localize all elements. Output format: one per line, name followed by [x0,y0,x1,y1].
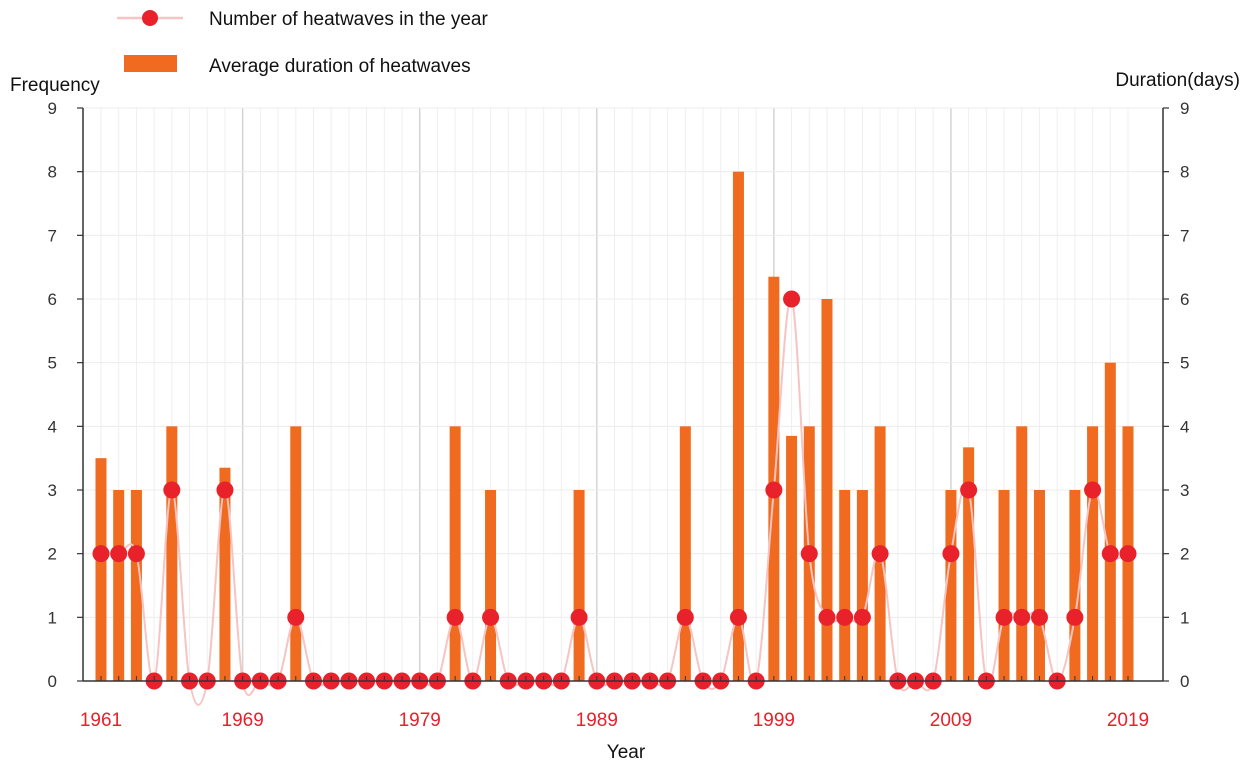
right-y-tick-label: 6 [1180,290,1189,309]
heatwave-count-point [871,545,889,563]
legend-label-average-duration: Average duration of heatwaves [209,56,471,77]
heatwave-count-point [783,290,801,308]
left-y-tick-labels: 0 1 2 3 4 5 6 7 8 9 [48,99,57,691]
x-tick-label: 1979 [399,710,441,731]
duration-bar [95,458,107,681]
heatwave-count-point [110,545,128,563]
left-y-tick-label: 8 [48,163,57,182]
heatwave-count-point [1030,608,1048,626]
right-y-tick-label: 9 [1180,99,1189,118]
duration-bar [821,299,833,681]
duration-bar [856,490,868,681]
heatwave-count-point [1119,545,1137,563]
duration-bar [839,490,851,681]
x-tick-label: 1999 [753,710,795,731]
right-y-tick-label: 5 [1180,354,1189,373]
left-y-tick-label: 1 [48,608,57,627]
legend-entry-heatwave-count: Number of heatwaves in the year [117,9,488,30]
duration-bar [1087,426,1099,681]
left-y-tick-label: 7 [48,226,57,245]
left-y-tick-label: 9 [48,99,57,118]
duration-bar [1069,490,1081,681]
duration-bar [219,467,231,681]
legend-entry-average-duration: Average duration of heatwaves [124,55,471,77]
duration-bar [485,490,497,681]
heatwave-count-point [127,545,145,563]
heatwave-count-point [163,481,181,499]
x-tick-label: 2019 [1107,710,1149,731]
duration-bar [130,490,142,681]
duration-bar [1016,426,1028,681]
heatwave-count-point [729,608,747,626]
x-axis-title: Year [607,742,646,763]
x-tick-label: 1989 [576,710,618,731]
legend-label-heatwave-count: Number of heatwaves in the year [209,9,488,30]
right-y-tick-label: 8 [1180,163,1189,182]
heatwave-count-point [216,481,234,499]
heatwave-count-point [446,608,464,626]
legend-bar-swatch [124,55,177,72]
duration-bar [732,171,744,681]
left-y-axis-title: Frequency [10,75,100,96]
heatwave-count-point [818,608,836,626]
duration-bar [290,426,302,681]
heatwave-count-point [676,608,694,626]
heatwave-count-point [1101,545,1119,563]
left-y-tick-label: 6 [48,290,57,309]
right-y-axis-title: Duration(days) [1115,70,1240,91]
left-y-tick-label: 4 [48,417,57,436]
right-y-tick-label: 7 [1180,226,1189,245]
heatwave-count-point [995,608,1013,626]
heatwave-count-point [482,608,500,626]
duration-bar [679,426,691,681]
duration-bar [1104,362,1116,681]
right-y-tick-labels: 0 1 2 3 4 5 6 7 8 9 [1180,99,1189,691]
duration-bar [166,426,178,681]
duration-bar [1033,490,1045,681]
heatwave-count-point [942,545,960,563]
left-y-tick-label: 3 [48,481,57,500]
heatwave-count-point [765,481,783,499]
left-y-tick-label: 5 [48,354,57,373]
duration-bar [573,490,585,681]
legend: Number of heatwaves in the year Average … [117,9,488,77]
heatwave-count-point [960,481,978,499]
right-y-tick-label: 0 [1180,672,1189,691]
right-y-tick-label: 4 [1180,417,1189,436]
duration-bar [963,447,975,681]
right-y-tick-label: 3 [1180,481,1189,500]
right-y-tick-label: 2 [1180,545,1189,564]
heatwave-count-point [800,545,818,563]
duration-bar [113,490,125,681]
heatwave-count-point [853,608,871,626]
duration-bar [998,490,1010,681]
axes [77,107,1169,682]
left-y-tick-label: 0 [48,672,57,691]
heatwave-count-point [1084,481,1102,499]
x-tick-label: 1961 [80,710,122,731]
heatwave-count-point [836,608,854,626]
legend-marker-swatch [142,10,158,26]
duration-bar [945,490,957,681]
heatwave-count-point [287,608,305,626]
left-y-tick-label: 2 [48,545,57,564]
x-tick-labels: 1961 1969 1979 1989 1999 2009 2019 [80,710,1149,731]
heatwave-count-point [92,545,110,563]
heatwave-count-point [570,608,588,626]
x-tick-label: 1969 [222,710,264,731]
duration-bar [449,426,461,681]
heatwave-count-point [1066,608,1084,626]
heatwave-count-point [1013,608,1031,626]
right-y-tick-label: 1 [1180,608,1189,627]
x-tick-label: 2009 [930,710,972,731]
duration-bar [786,435,798,681]
